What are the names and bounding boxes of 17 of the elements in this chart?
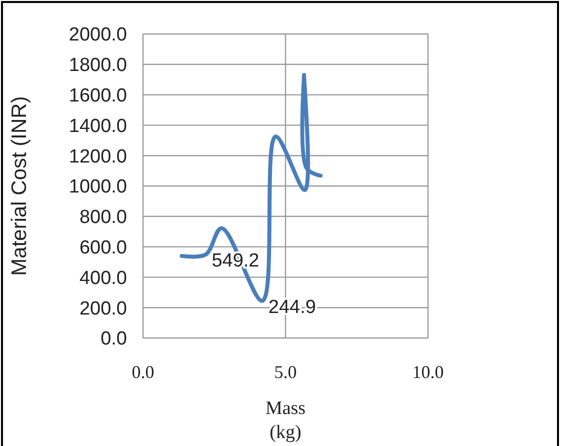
- y-tick-label: 2000.0: [68, 24, 127, 46]
- y-tick-label: 800.0: [79, 207, 127, 228]
- y-axis-title: Material Cost (INR): [8, 96, 31, 276]
- y-tick-label: 1800.0: [68, 55, 127, 76]
- x-tick-label: 5.0: [274, 362, 297, 382]
- y-tick-label: 1000.0: [68, 176, 127, 198]
- y-tick-label: 1200.0: [68, 146, 127, 168]
- x-tick-label: 10.0: [412, 362, 444, 382]
- data-label: 244.9: [268, 296, 316, 318]
- x-axis-title: Mass (kg): [265, 398, 306, 443]
- y-tick-label: 0.0: [100, 328, 127, 350]
- y-tick-label: 1400.0: [68, 116, 127, 137]
- y-tick-label: 400.0: [79, 268, 127, 289]
- y-tick-label: 600.0: [79, 237, 127, 258]
- y-tick-label: 1600.0: [68, 85, 127, 106]
- y-tick-label: 200.0: [79, 298, 127, 320]
- x-tick-label: 0.0: [132, 362, 154, 382]
